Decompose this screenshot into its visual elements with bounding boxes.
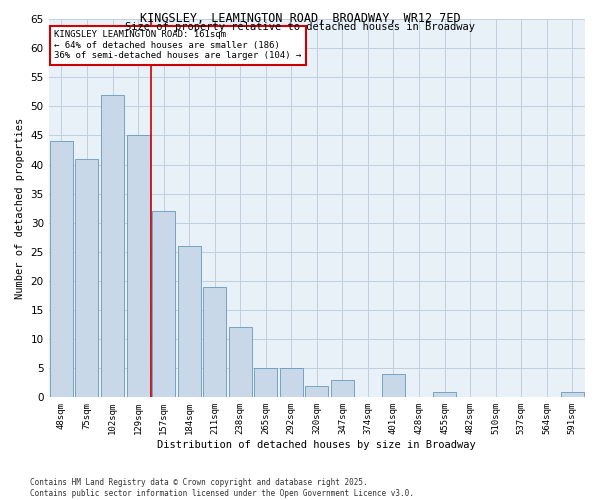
X-axis label: Distribution of detached houses by size in Broadway: Distribution of detached houses by size … — [157, 440, 476, 450]
Bar — [203, 286, 226, 398]
Bar — [76, 158, 98, 398]
Bar — [127, 136, 149, 398]
Bar — [229, 328, 252, 398]
Bar — [561, 392, 584, 398]
Text: KINGSLEY LEAMINGTON ROAD: 161sqm
← 64% of detached houses are smaller (186)
36% : KINGSLEY LEAMINGTON ROAD: 161sqm ← 64% o… — [54, 30, 301, 60]
Bar — [178, 246, 200, 398]
Bar — [50, 141, 73, 398]
Bar — [152, 211, 175, 398]
Bar — [101, 94, 124, 398]
Text: Size of property relative to detached houses in Broadway: Size of property relative to detached ho… — [125, 22, 475, 32]
Bar — [280, 368, 303, 398]
Bar — [305, 386, 328, 398]
Text: Contains HM Land Registry data © Crown copyright and database right 2025.
Contai: Contains HM Land Registry data © Crown c… — [30, 478, 414, 498]
Bar — [331, 380, 354, 398]
Bar — [254, 368, 277, 398]
Bar — [382, 374, 405, 398]
Y-axis label: Number of detached properties: Number of detached properties — [15, 118, 25, 299]
Text: KINGSLEY, LEAMINGTON ROAD, BROADWAY, WR12 7ED: KINGSLEY, LEAMINGTON ROAD, BROADWAY, WR1… — [140, 12, 460, 26]
Bar — [433, 392, 456, 398]
